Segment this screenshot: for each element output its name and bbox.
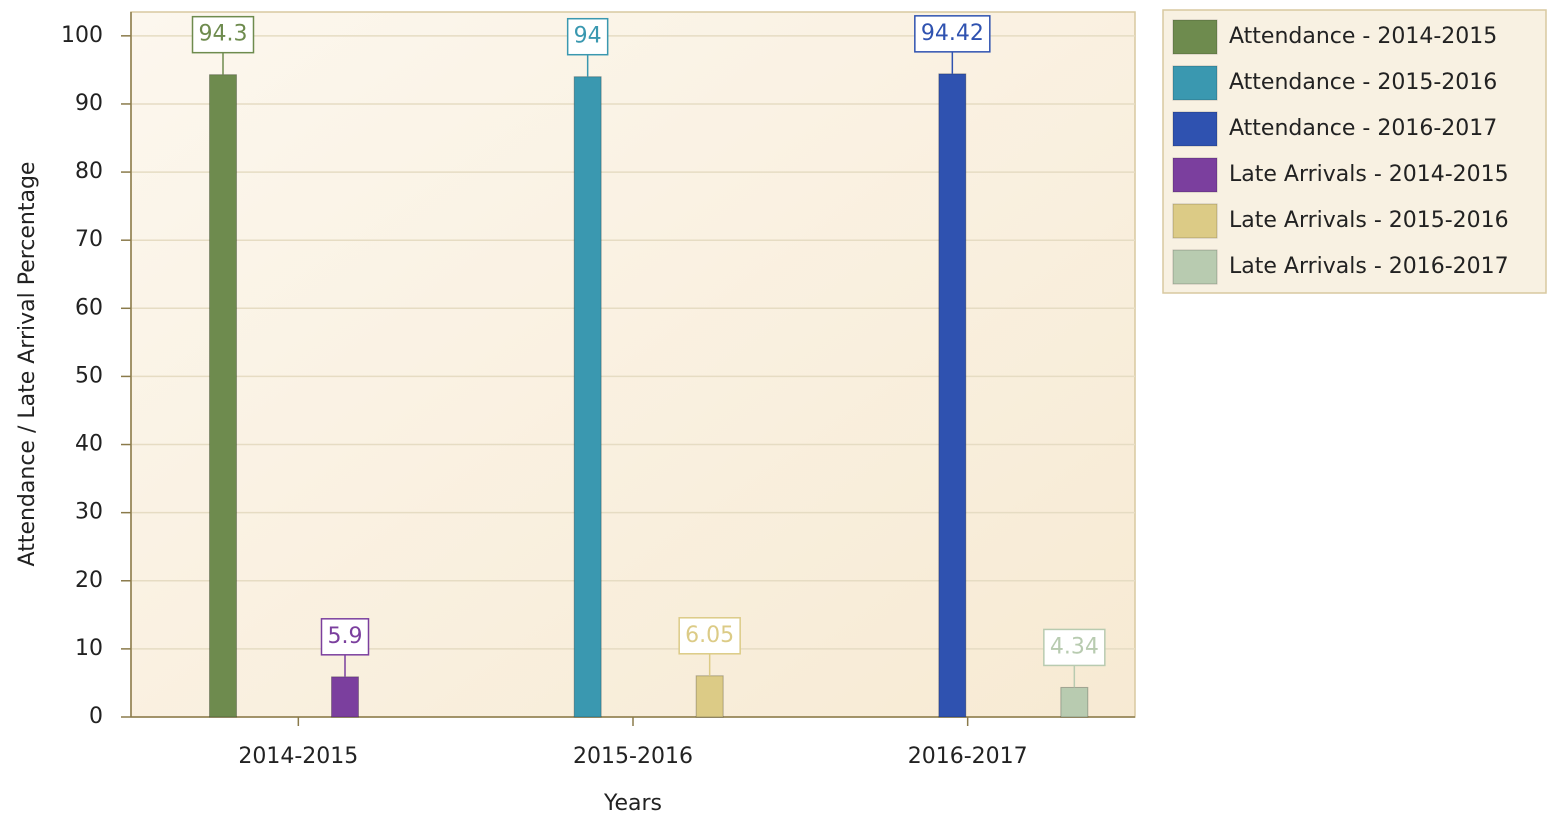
data-label-box [914, 15, 991, 53]
data-label: 4.34 [1050, 634, 1099, 659]
y-tick-label: 20 [75, 568, 103, 593]
legend-swatch [1172, 19, 1218, 55]
bar [695, 675, 724, 718]
legend-swatch [1172, 157, 1218, 193]
x-tick-label: 2016-2017 [908, 744, 1028, 769]
bar [331, 676, 359, 718]
legend-label: Late Arrivals - 2014-2015 [1229, 162, 1509, 187]
y-tick-label: 100 [61, 23, 103, 48]
legend-label: Late Arrivals - 2015-2016 [1229, 208, 1509, 233]
data-label: 6.05 [685, 623, 734, 648]
data-label-box [566, 17, 609, 56]
legend-swatch [1172, 65, 1218, 101]
y-axis-title: Attendance / Late Arrival Percentage [15, 162, 40, 567]
bar [1060, 686, 1089, 718]
data-label: 94.42 [921, 21, 984, 46]
x-axis-title: Years [603, 791, 662, 816]
legend [1162, 9, 1547, 294]
x-tick-label: 2014-2015 [238, 744, 358, 769]
legend-swatch [1172, 111, 1218, 147]
legend-label: Attendance - 2016-2017 [1229, 116, 1497, 141]
data-label: 5.9 [328, 624, 363, 649]
legend-label: Attendance - 2015-2016 [1229, 70, 1497, 95]
data-label-box [320, 618, 370, 656]
y-tick-label: 10 [75, 636, 103, 661]
data-label: 94.3 [199, 22, 248, 47]
bar [938, 73, 967, 718]
data-label-box [1043, 628, 1106, 667]
data-label: 94 [574, 24, 602, 49]
legend-label: Attendance - 2014-2015 [1229, 24, 1497, 49]
plot-area [130, 11, 1136, 718]
legend-swatch [1172, 203, 1218, 239]
y-tick-label: 30 [75, 500, 103, 525]
legend-swatch [1172, 249, 1218, 285]
y-tick-label: 0 [89, 704, 103, 729]
y-tick-label: 80 [75, 159, 103, 184]
x-tick-label: 2015-2016 [573, 744, 693, 769]
data-label-box [191, 15, 255, 54]
y-tick-label: 70 [75, 227, 103, 252]
y-tick-label: 60 [75, 295, 103, 320]
bar [209, 74, 237, 718]
y-tick-label: 50 [75, 363, 103, 388]
legend-label: Late Arrivals - 2016-2017 [1229, 254, 1509, 279]
data-label-box [678, 617, 741, 655]
y-tick-label: 90 [75, 91, 103, 116]
bar [573, 76, 602, 718]
y-tick-label: 40 [75, 432, 103, 457]
